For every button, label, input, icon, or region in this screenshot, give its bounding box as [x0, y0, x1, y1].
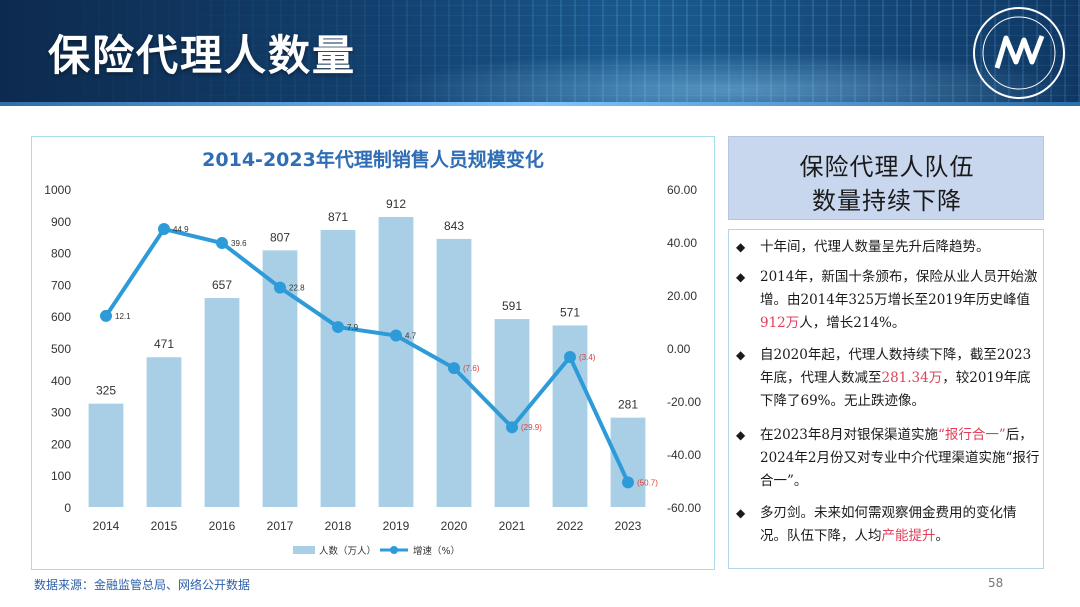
bullet-item: ◆ 自2020年起，代理人数持续下降，截至2023年底，代理人数减至281.34…	[736, 344, 1040, 413]
left-axis-tick-label: 100	[51, 469, 71, 483]
x-axis-tick-label: 2023	[615, 519, 642, 533]
legend-bar-label: 人数（万人）	[319, 545, 376, 557]
growth-rate-point	[158, 223, 170, 236]
legend-line-label: 增速（%）	[413, 545, 460, 557]
header-pattern	[0, 0, 1080, 106]
chart-bar	[320, 230, 356, 507]
growth-rate-point	[448, 362, 460, 375]
line-data-label: (7.6)	[463, 364, 480, 373]
bar-data-label: 325	[96, 384, 116, 398]
right-axis-tick-label: -20.00	[667, 395, 701, 409]
left-axis-tick-label: 0	[64, 501, 71, 515]
line-data-label: 4.7	[405, 332, 417, 341]
bar-data-label: 657	[212, 278, 232, 292]
left-axis-tick-label: 900	[51, 215, 71, 229]
bullet-text: 2014年，新国十条颁布，保险从业人员开始激增。由2014年325万增长至201…	[760, 269, 1038, 331]
x-axis-tick-label: 2021	[499, 519, 526, 533]
x-axis-tick-label: 2014	[93, 519, 120, 533]
bar-data-label: 471	[154, 337, 174, 351]
left-axis-tick-label: 300	[51, 406, 71, 420]
bullet-diamond-icon: ◆	[736, 240, 746, 254]
header-divider	[0, 102, 1080, 106]
growth-rate-line	[104, 227, 630, 484]
line-data-label: 12.1	[115, 312, 131, 321]
bar-data-label: 871	[328, 210, 348, 224]
bullet-diamond-icon: ◆	[736, 428, 746, 442]
line-data-label: (50.7)	[637, 478, 658, 487]
bullet-diamond-icon: ◆	[736, 506, 746, 520]
bar-data-label: 843	[444, 219, 464, 233]
info-title-line2: 数量持续下降	[812, 187, 962, 215]
info-title-box: 保险代理人队伍 数量持续下降	[728, 136, 1044, 220]
x-axis-tick-label: 2019	[383, 519, 410, 533]
growth-rate-point	[100, 309, 112, 322]
organization-logo-icon	[973, 7, 1065, 99]
line-data-label: 39.6	[231, 239, 247, 248]
left-axis-tick-label: 500	[51, 342, 71, 356]
growth-rate-point	[506, 421, 518, 434]
left-axis-tick-label: 600	[51, 310, 71, 324]
growth-rate-point	[216, 237, 228, 250]
chart-bar	[378, 216, 414, 507]
bullet-text: 十年间，代理人数量呈先升后降趋势。	[760, 239, 990, 255]
bullet-text: 在2023年8月对银保渠道实施“报行合一”后，2024年2月份又对专业中介代理渠…	[760, 427, 1040, 489]
growth-rate-point	[622, 476, 634, 489]
x-axis-tick-label: 2016	[209, 519, 236, 533]
left-axis-tick-label: 800	[51, 247, 71, 261]
left-axis-tick-label: 1000	[44, 183, 71, 197]
data-source-note: 数据来源：金融监管总局、网络公开数据	[34, 578, 251, 592]
x-axis-tick-label: 2020	[441, 519, 468, 533]
legend-line-marker	[390, 546, 398, 554]
right-axis-tick-label: 0.00	[667, 342, 691, 356]
page-number: 58	[988, 576, 1004, 590]
combo-chart: 2014-2023年代理制销售人员规模变化 0 100 200 300 400 500 600…	[44, 148, 701, 557]
bullet-diamond-icon: ◆	[736, 348, 746, 362]
bar-data-label: 807	[270, 230, 290, 244]
chart-bar	[204, 298, 240, 507]
bullet-text: 自2020年起，代理人数持续下降，截至2023年底，代理人数减至281.34万，…	[760, 347, 1032, 409]
right-axis-tick-label: -60.00	[667, 501, 701, 515]
left-axis-tick-label: 400	[51, 374, 71, 388]
chart-bar	[146, 357, 182, 507]
bar-data-label: 591	[502, 299, 522, 313]
info-list-box	[728, 229, 1044, 569]
bar-data-label: 281	[618, 398, 638, 412]
line-data-label: (3.4)	[579, 353, 596, 362]
x-axis-tick-label: 2017	[267, 519, 294, 533]
line-data-label: 22.8	[289, 284, 305, 293]
x-axis-tick-label: 2022	[557, 519, 584, 533]
left-axis-tick-label: 200	[51, 437, 71, 451]
page-title: 保险代理人数量	[48, 31, 357, 80]
left-axis-tick-label: 700	[51, 278, 71, 292]
line-data-label: (29.9)	[521, 423, 542, 432]
bullet-item: ◆ 在2023年8月对银保渠道实施“报行合一”后，2024年2月份又对专业中介代…	[736, 424, 1040, 493]
right-axis-tick-label: 20.00	[667, 289, 697, 303]
growth-rate-point	[332, 321, 344, 334]
growth-rate-point	[274, 281, 286, 294]
growth-rate-point	[390, 329, 402, 342]
bullet-item: ◆ 2014年，新国十条颁布，保险从业人员开始激增。由2014年325万增长至2…	[736, 266, 1040, 335]
x-axis-tick-label: 2018	[325, 519, 352, 533]
line-data-label: 44.9	[173, 225, 189, 234]
bullet-text: 多刃剑。未来如何需观察佣金费用的变化情况。队伍下降，人均产能提升。	[760, 505, 1017, 544]
chart-bar	[610, 417, 646, 507]
legend-bar-swatch	[293, 546, 315, 554]
bar-data-label: 571	[560, 305, 580, 319]
right-axis-tick-label: 40.00	[667, 236, 697, 250]
right-axis-tick-label: -40.00	[667, 448, 701, 462]
bar-data-label: 912	[386, 197, 406, 211]
line-data-label: 7.9	[347, 323, 359, 332]
growth-rate-point	[564, 351, 576, 364]
chart-bar	[88, 403, 124, 507]
header-glow	[380, 50, 1080, 106]
right-axis-tick-label: 60.00	[667, 183, 697, 197]
bullet-item: ◆ 十年间，代理人数量呈先升后降趋势。	[736, 236, 1040, 259]
chart-panel	[31, 136, 715, 570]
header-banner	[0, 0, 1080, 106]
chart-title: 2014-2023年代理制销售人员规模变化	[202, 148, 544, 171]
info-title-line1: 保险代理人队伍	[799, 153, 975, 181]
bullet-item: ◆ 多刃剑。未来如何需观察佣金费用的变化情况。队伍下降，人均产能提升。	[736, 502, 1040, 548]
x-axis-tick-label: 2015	[151, 519, 178, 533]
bullet-diamond-icon: ◆	[736, 270, 746, 284]
